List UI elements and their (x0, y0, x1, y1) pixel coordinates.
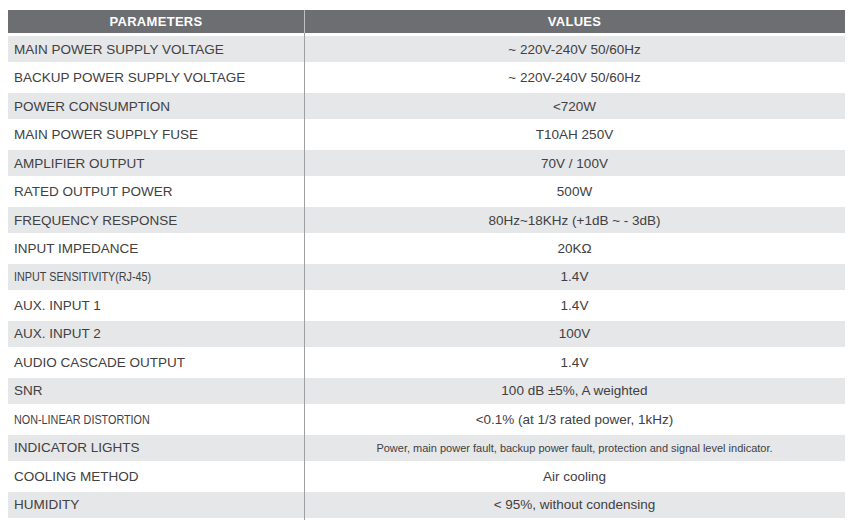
parameter-label: NON-LINEAR DISTORTION (14, 412, 150, 427)
table-row: MAIN POWER SUPPLY VOLTAGE ~ 220V-240V 50… (8, 36, 845, 64)
value-cell: 1.4V (304, 264, 845, 290)
table-row: POWER CONSUMPTION <720W (8, 93, 845, 121)
parameter-label: INPUT IMPEDANCE (14, 241, 138, 256)
value-label: Air cooling (543, 469, 606, 484)
parameter-cell: MAIN POWER SUPPLY VOLTAGE (8, 36, 304, 62)
table-body: MAIN POWER SUPPLY VOLTAGE ~ 220V-240V 50… (8, 36, 845, 520)
parameter-label: POWER CONSUMPTION (14, 99, 170, 114)
value-cell: 80Hz~18KHz (+1dB ~ - 3dB) (304, 207, 845, 233)
value-cell: <720W (304, 93, 845, 119)
table-row: SNR 100 dB ±5%, A weighted (8, 378, 845, 406)
parameter-cell: HUMIDITY (8, 492, 304, 518)
parameter-label: AUX. INPUT 1 (14, 298, 101, 313)
parameter-label: HUMIDITY (14, 497, 79, 512)
parameter-label: INDICATOR LIGHTS (14, 440, 140, 455)
parameter-label: BACKUP POWER SUPPLY VOLTAGE (14, 70, 245, 85)
value-cell: 1.4V (304, 349, 845, 375)
specifications-table: PARAMETERS VALUES MAIN POWER SUPPLY VOLT… (8, 10, 845, 520)
value-cell: 20KΩ (304, 235, 845, 261)
value-cell: 1.4V (304, 292, 845, 318)
parameter-cell: MAIN POWER SUPPLY FUSE (8, 121, 304, 147)
parameter-cell: INPUT SENSITIVITY(RJ-45) (8, 264, 304, 290)
parameter-label: FREQUENCY RESPONSE (14, 213, 177, 228)
parameter-label: COOLING METHOD (14, 469, 139, 484)
parameter-cell: SNR (8, 378, 304, 404)
value-label: 20KΩ (557, 241, 591, 256)
parameter-label: MAIN POWER SUPPLY FUSE (14, 127, 198, 142)
parameter-label: AUX. INPUT 2 (14, 326, 101, 341)
parameter-label: AMPLIFIER OUTPUT (14, 156, 145, 171)
parameter-cell: FREQUENCY RESPONSE (8, 207, 304, 233)
value-label: 80Hz~18KHz (+1dB ~ - 3dB) (488, 213, 660, 228)
parameter-cell: POWER CONSUMPTION (8, 93, 304, 119)
table-row: INPUT SENSITIVITY(RJ-45) 1.4V (8, 264, 845, 292)
value-cell: ~ 220V-240V 50/60Hz (304, 64, 845, 90)
table-row: RATED OUTPUT POWER 500W (8, 178, 845, 206)
table-row: INDICATOR LIGHTS Power, main power fault… (8, 435, 845, 463)
table-row: MAIN POWER SUPPLY FUSE T10AH 250V (8, 121, 845, 149)
value-cell: Power, main power fault, backup power fa… (304, 435, 845, 461)
value-cell: T10AH 250V (304, 121, 845, 147)
table-row: AUX. INPUT 1 1.4V (8, 292, 845, 320)
table-row: AUDIO CASCADE OUTPUT 1.4V (8, 349, 845, 377)
table-row: NON-LINEAR DISTORTION <0.1% (at 1/3 rate… (8, 406, 845, 434)
parameter-cell: COOLING METHOD (8, 463, 304, 489)
value-cell: 500W (304, 178, 845, 204)
value-cell: 100V (304, 321, 845, 347)
value-cell: 70V / 100V (304, 150, 845, 176)
parameter-label: SNR (14, 383, 43, 398)
parameter-cell: RATED OUTPUT POWER (8, 178, 304, 204)
value-cell: ~ 220V-240V 50/60Hz (304, 36, 845, 62)
value-label: 500W (557, 184, 592, 199)
value-label: 1.4V (561, 298, 589, 313)
table-row: HUMIDITY < 95%, without condensing (8, 492, 845, 520)
parameter-label: RATED OUTPUT POWER (14, 184, 173, 199)
parameter-cell: AUDIO CASCADE OUTPUT (8, 349, 304, 375)
value-label: 1.4V (561, 355, 589, 370)
value-label: 70V / 100V (541, 156, 608, 171)
table-row: FREQUENCY RESPONSE 80Hz~18KHz (+1dB ~ - … (8, 207, 845, 235)
parameter-cell: NON-LINEAR DISTORTION (8, 406, 304, 432)
parameter-label: INPUT SENSITIVITY(RJ-45) (14, 269, 151, 284)
table-row: INPUT IMPEDANCE 20KΩ (8, 235, 845, 263)
value-label: < 95%, without condensing (494, 497, 656, 512)
column-header-parameters: PARAMETERS (8, 10, 304, 33)
value-label: <720W (553, 99, 596, 114)
value-label: 100V (559, 326, 591, 341)
value-label: 100 dB ±5%, A weighted (501, 383, 647, 398)
table-row: BACKUP POWER SUPPLY VOLTAGE ~ 220V-240V … (8, 64, 845, 92)
value-cell: <0.1% (at 1/3 rated power, 1kHz) (304, 406, 845, 432)
column-header-values: VALUES (304, 10, 845, 33)
value-cell: < 95%, without condensing (304, 492, 845, 518)
parameter-cell: AMPLIFIER OUTPUT (8, 150, 304, 176)
parameter-cell: INDICATOR LIGHTS (8, 435, 304, 461)
value-label: ~ 220V-240V 50/60Hz (508, 70, 640, 85)
table-row: AUX. INPUT 2 100V (8, 321, 845, 349)
table-row: AMPLIFIER OUTPUT 70V / 100V (8, 150, 845, 178)
parameter-cell: AUX. INPUT 2 (8, 321, 304, 347)
parameter-cell: INPUT IMPEDANCE (8, 235, 304, 261)
value-label: Power, main power fault, backup power fa… (376, 442, 772, 454)
parameter-cell: BACKUP POWER SUPPLY VOLTAGE (8, 64, 304, 90)
table-header-row: PARAMETERS VALUES (8, 10, 845, 33)
value-cell: Air cooling (304, 463, 845, 489)
table-row: COOLING METHOD Air cooling (8, 463, 845, 491)
value-cell: 100 dB ±5%, A weighted (304, 378, 845, 404)
value-label: 1.4V (561, 269, 589, 284)
parameter-cell: AUX. INPUT 1 (8, 292, 304, 318)
value-label: ~ 220V-240V 50/60Hz (508, 42, 640, 57)
value-label: T10AH 250V (536, 127, 613, 142)
parameter-label: AUDIO CASCADE OUTPUT (14, 355, 185, 370)
value-label: <0.1% (at 1/3 rated power, 1kHz) (476, 412, 674, 427)
parameter-label: MAIN POWER SUPPLY VOLTAGE (14, 42, 224, 57)
